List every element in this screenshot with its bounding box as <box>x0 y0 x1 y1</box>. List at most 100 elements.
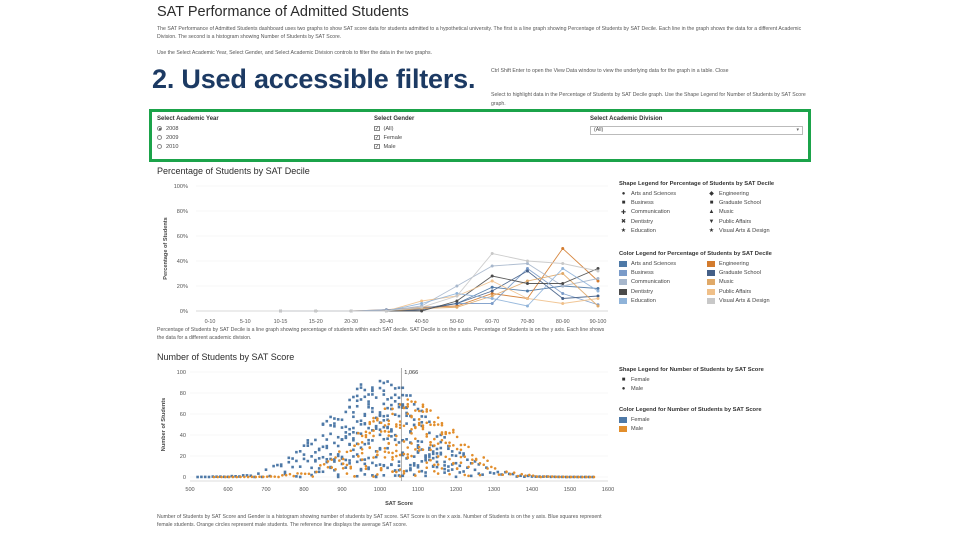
male-point <box>528 473 531 477</box>
year-option[interactable]: 2008 <box>157 124 219 133</box>
male-point <box>410 432 413 435</box>
shape-legend-item[interactable]: ▲ Music <box>708 209 734 216</box>
female-point <box>424 415 427 419</box>
female-point <box>374 416 378 420</box>
gender-option[interactable]: ✓ (All) <box>374 125 394 132</box>
female-point <box>382 402 386 406</box>
female-point <box>409 463 412 467</box>
year-option[interactable]: 2010 <box>157 142 219 151</box>
shape-legend-item[interactable]: ◆ Engineering <box>707 189 807 198</box>
color-legend-item[interactable]: Engineering <box>707 259 807 268</box>
year-option[interactable]: 2009 <box>157 133 219 142</box>
data-point <box>420 302 424 305</box>
color-legend-item[interactable]: Female <box>619 415 819 424</box>
female-point <box>382 393 386 396</box>
male-point <box>429 441 432 444</box>
female-point <box>401 403 405 406</box>
color-legend-item[interactable]: Music <box>707 278 807 287</box>
male-point <box>243 475 246 479</box>
male-point <box>349 465 353 469</box>
male-point <box>501 473 505 477</box>
color-legend-item[interactable]: Graduate School <box>707 268 807 277</box>
female-point <box>359 398 363 401</box>
color-swatch <box>707 269 715 276</box>
color-legend-item[interactable]: Dentistry <box>619 287 707 296</box>
shape-legend-item[interactable]: ★ Visual Arts & Design <box>708 227 770 235</box>
female-point <box>333 417 336 420</box>
female-point <box>420 460 424 463</box>
female-point <box>344 458 348 462</box>
male-point <box>524 474 527 477</box>
gender-option[interactable]: ✓ Female <box>374 134 403 141</box>
male-point <box>391 470 394 473</box>
y-tick-label: 80% <box>177 209 188 215</box>
color-legend-item[interactable]: Education <box>619 296 707 305</box>
female-point <box>298 465 302 468</box>
shape-legend-item[interactable]: ● Male <box>619 384 819 393</box>
shape-legend-item[interactable]: ✚ Communication <box>620 209 670 216</box>
x-tick-label: 30-40 <box>379 319 393 325</box>
gender-option[interactable]: ✓ Male <box>374 143 396 150</box>
shape-legend-item[interactable]: ■ Business <box>619 198 707 207</box>
color-swatch <box>707 279 715 286</box>
male-point <box>463 443 467 447</box>
male-point <box>383 407 387 411</box>
color-legend-item[interactable]: Arts and Sciences <box>619 259 707 268</box>
male-point <box>376 417 379 420</box>
shape-legend-item[interactable]: ■ Graduate School <box>707 198 807 207</box>
color-legend-item[interactable]: Visual Arts & Design <box>707 296 807 305</box>
line-chart[interactable]: 0% 20% 40% 60% 80% 100% Percentage of Students… <box>150 176 620 328</box>
shape-legend-item[interactable]: ● Arts and Sciences <box>619 189 707 198</box>
female-point <box>317 457 321 460</box>
female-point <box>352 455 355 458</box>
male-point <box>421 403 425 406</box>
female-point <box>329 452 332 456</box>
male-point <box>463 455 467 458</box>
male-point <box>379 430 383 433</box>
female-point <box>378 433 382 437</box>
male-point <box>588 475 592 479</box>
histogram-chart[interactable]: 0 20 40 60 80 100 500 600 700 800 900 1000 1100 1200 1… <box>150 362 620 514</box>
male-point <box>258 475 261 479</box>
male-point <box>592 475 596 479</box>
female-point <box>401 404 405 408</box>
female-point <box>355 453 359 456</box>
female-point <box>336 454 340 458</box>
color-legend-item[interactable]: Communication <box>619 278 707 287</box>
female-point <box>424 471 427 474</box>
female-point <box>393 438 397 441</box>
female-point <box>382 474 386 477</box>
male-point <box>254 475 258 479</box>
male-point <box>269 475 273 478</box>
male-point <box>440 432 444 436</box>
chevron-down-icon: ▾ <box>796 127 799 133</box>
color-legend-item[interactable]: Business <box>619 268 707 277</box>
dashboard-filter-instructions: Use the Select Academic Year, Select Gen… <box>157 50 433 56</box>
female-point <box>329 415 332 419</box>
division-dropdown[interactable]: (All) ▾ <box>590 126 803 135</box>
male-point <box>368 446 372 449</box>
color-legend-item[interactable]: Public Affairs <box>707 287 807 296</box>
female-point <box>443 467 446 471</box>
data-point <box>561 302 565 305</box>
female-point <box>359 419 363 423</box>
female-point <box>325 457 329 461</box>
shape-legend-item[interactable]: ▼ Public Affairs <box>708 218 752 225</box>
female-point <box>401 393 405 397</box>
male-point <box>433 469 436 473</box>
female-point <box>371 461 374 465</box>
male-point <box>448 457 451 461</box>
female-point <box>340 455 344 459</box>
female-point <box>397 474 401 477</box>
female-point <box>325 419 329 423</box>
female-point <box>378 386 382 390</box>
series-line <box>280 267 599 312</box>
female-point <box>317 467 321 470</box>
shape-legend-item[interactable]: ■ Female <box>619 375 819 384</box>
shape-legend-item[interactable]: ★ Education <box>620 227 656 235</box>
female-point <box>336 435 340 439</box>
shape-legend-item[interactable]: ✖ Dentistry <box>620 218 654 226</box>
male-point <box>357 455 360 458</box>
male-point <box>383 424 387 427</box>
color-legend-item[interactable]: Male <box>619 424 819 433</box>
